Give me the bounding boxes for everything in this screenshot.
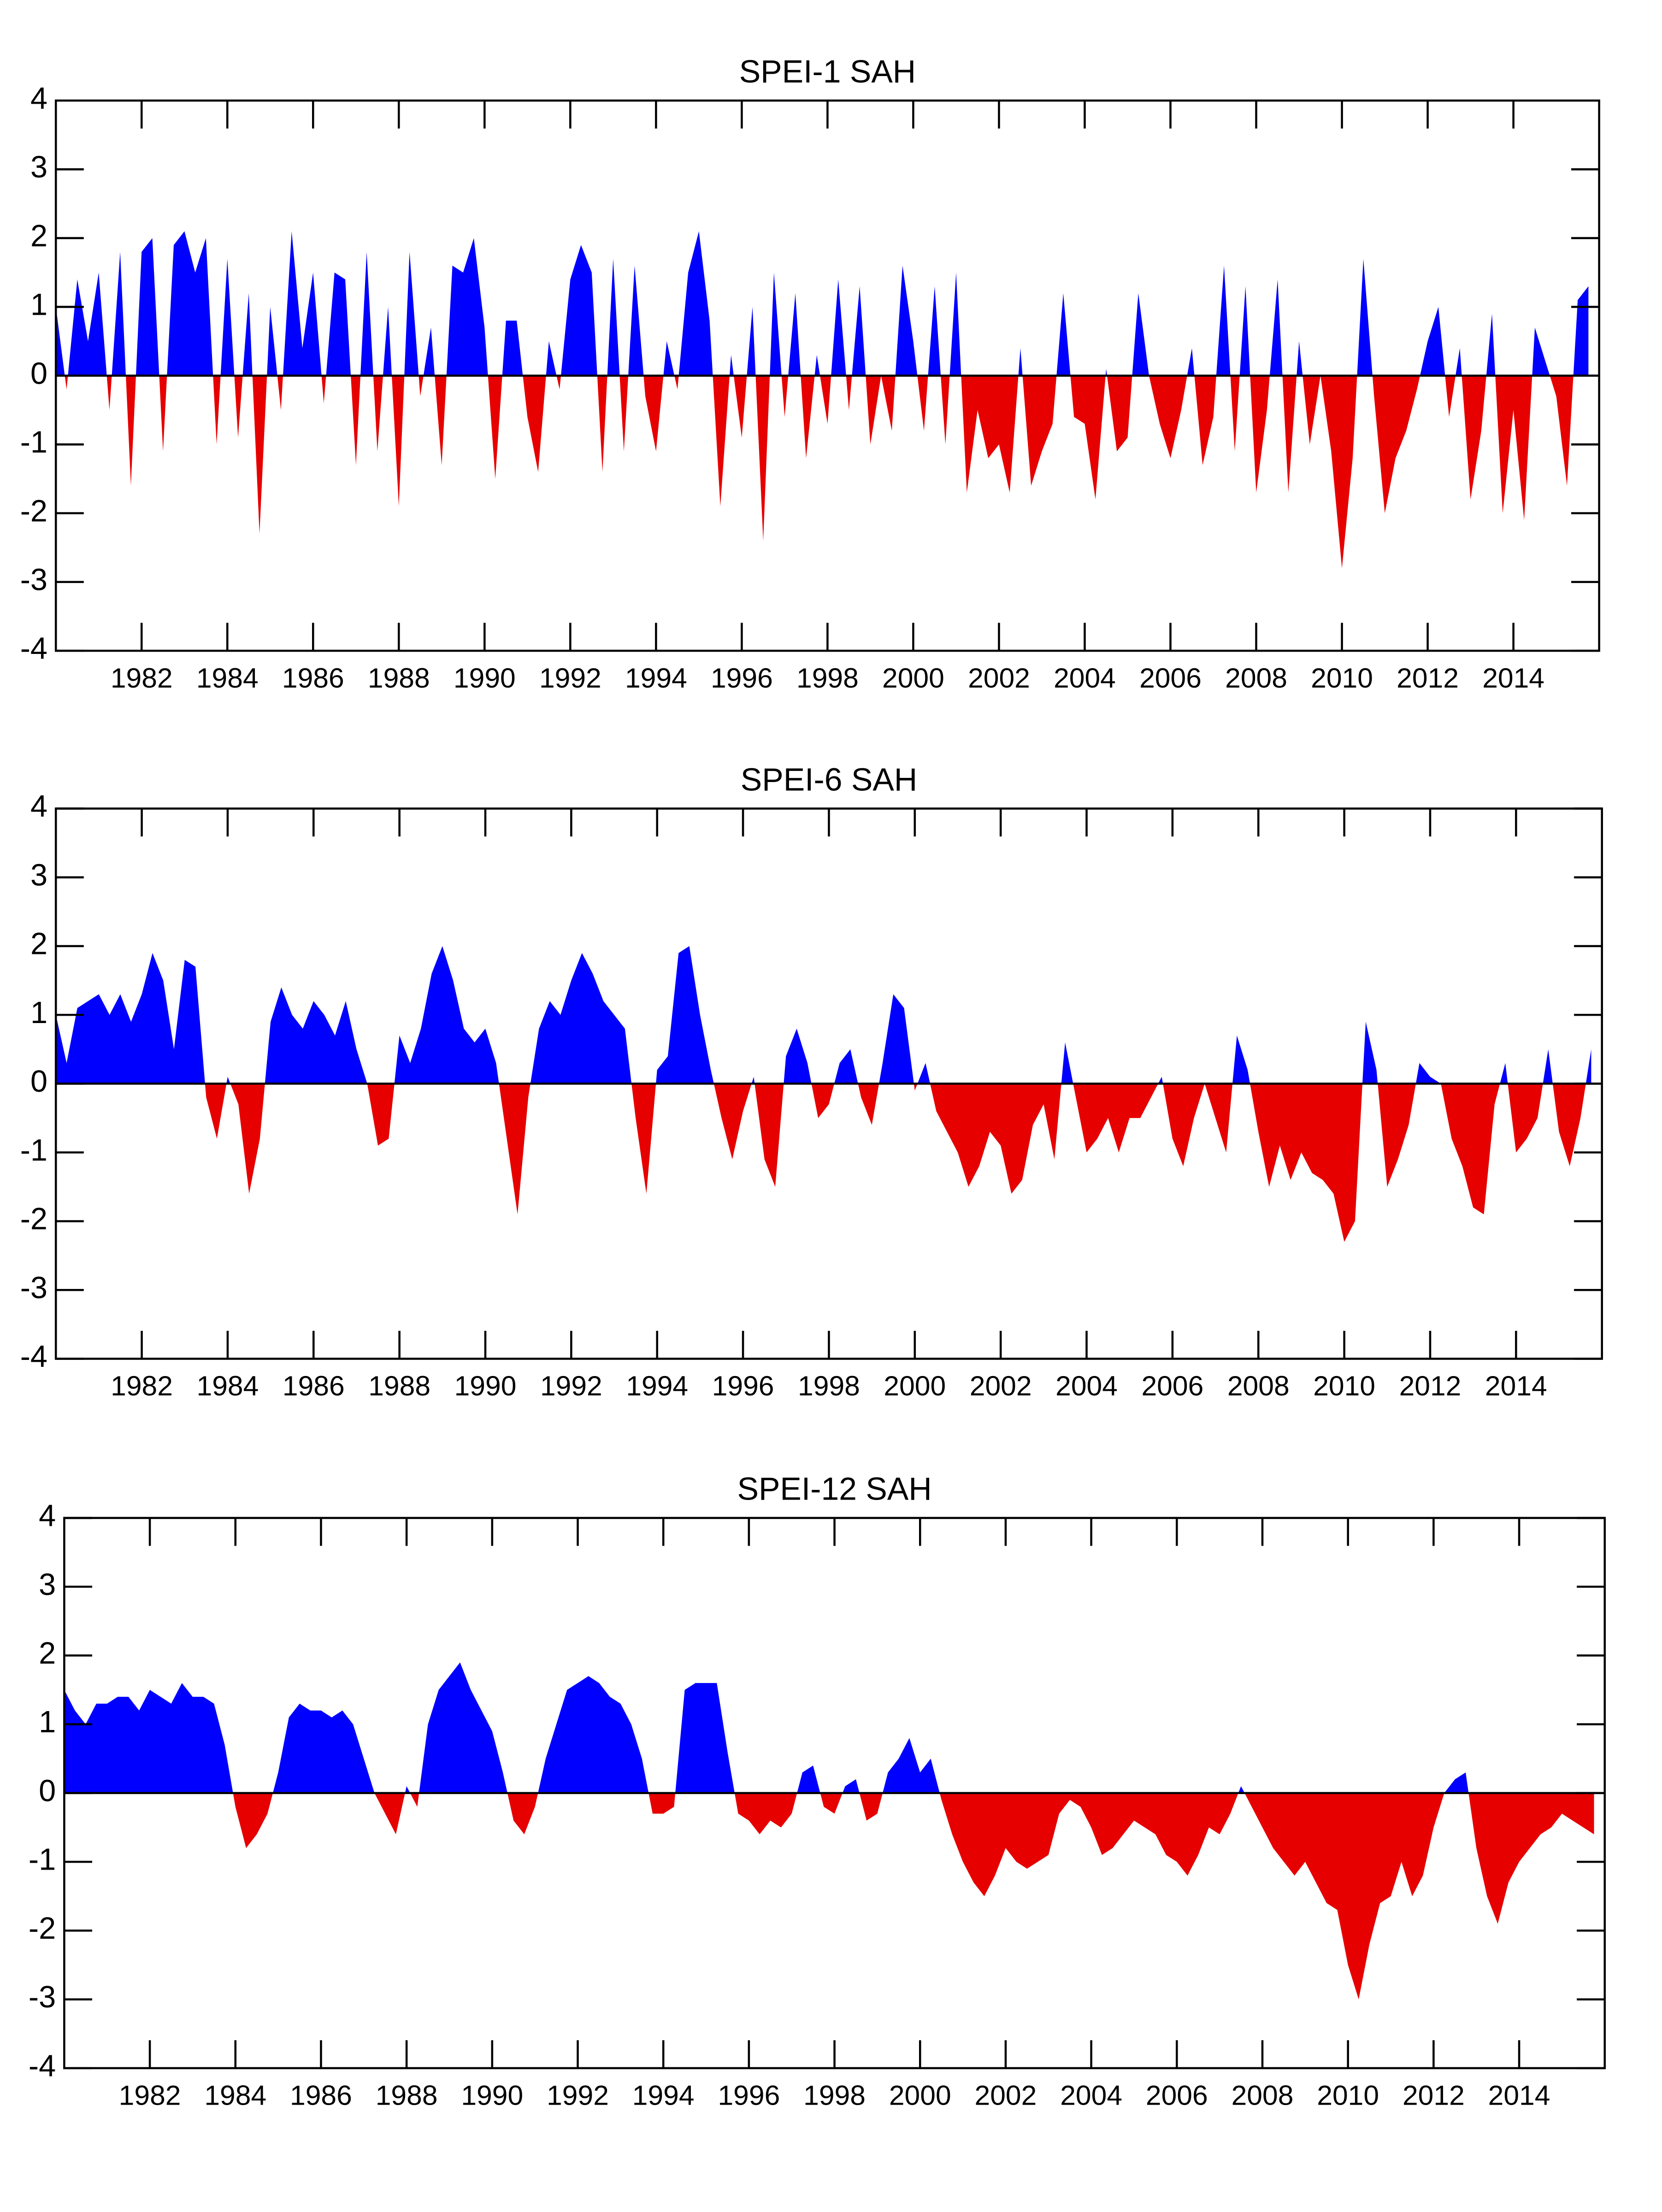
chart-title: SPEI-12 SAH xyxy=(737,1471,931,1507)
x-tick-label: 2006 xyxy=(1139,662,1202,694)
x-tick-label: 2012 xyxy=(1399,1370,1462,1401)
x-tick-label: 2006 xyxy=(1146,2079,1208,2111)
x-tick-label: 2014 xyxy=(1488,2079,1550,2111)
x-tick-label: 2008 xyxy=(1232,2079,1294,2111)
x-tick-label: 2004 xyxy=(1055,1370,1118,1401)
y-tick-label: -2 xyxy=(20,1202,47,1236)
x-tick-label: 1992 xyxy=(539,662,601,694)
x-tick-label: 1986 xyxy=(290,2079,352,2111)
x-tick-label: 1984 xyxy=(204,2079,266,2111)
x-tick-label: 1990 xyxy=(461,2079,523,2111)
y-tick-label: 3 xyxy=(39,1568,56,1602)
positive-area xyxy=(56,231,1589,376)
chart-title: SPEI-1 SAH xyxy=(739,53,916,89)
x-tick-label: 1988 xyxy=(368,1370,430,1401)
x-tick-label: 1996 xyxy=(712,1370,774,1401)
x-tick-label: 1996 xyxy=(718,2079,780,2111)
positive-area xyxy=(56,946,1591,1084)
x-tick-label: 1988 xyxy=(368,662,430,694)
x-tick-label: 2010 xyxy=(1317,2079,1379,2111)
y-tick-label: 0 xyxy=(39,1774,56,1808)
y-tick-label: -4 xyxy=(29,2049,56,2083)
x-tick-label: 1994 xyxy=(625,662,687,694)
y-tick-label: 1 xyxy=(39,1705,56,1739)
y-tick-label: 2 xyxy=(39,1636,56,1671)
x-tick-label: 1998 xyxy=(803,2079,866,2111)
negative-area xyxy=(56,376,1589,569)
x-tick-label: 1984 xyxy=(196,662,259,694)
y-tick-label: 2 xyxy=(30,219,47,253)
x-tick-label: 2000 xyxy=(889,2079,951,2111)
y-tick-label: 0 xyxy=(30,357,47,391)
x-tick-label: 1982 xyxy=(111,1370,173,1401)
y-tick-label: 0 xyxy=(30,1065,47,1099)
x-tick-label: 1990 xyxy=(454,1370,517,1401)
x-tick-label: 1996 xyxy=(711,662,773,694)
x-tick-label: 2004 xyxy=(1060,2079,1122,2111)
y-tick-label: 3 xyxy=(30,150,47,184)
x-tick-label: 1998 xyxy=(798,1370,860,1401)
x-tick-label: 1986 xyxy=(283,1370,345,1401)
x-tick-label: 2014 xyxy=(1485,1370,1547,1401)
chart-title: SPEI-6 SAH xyxy=(741,761,917,797)
y-tick-label: -3 xyxy=(20,563,47,597)
y-tick-label: 4 xyxy=(39,1499,56,1533)
x-tick-label: 1992 xyxy=(547,2079,609,2111)
x-tick-label: 2002 xyxy=(968,662,1030,694)
x-tick-label: 1994 xyxy=(632,2079,695,2111)
x-tick-label: 2002 xyxy=(970,1370,1032,1401)
x-tick-label: 2008 xyxy=(1225,662,1287,694)
y-tick-label: 1 xyxy=(30,996,47,1030)
x-tick-label: 2008 xyxy=(1227,1370,1290,1401)
x-tick-label: 2002 xyxy=(975,2079,1037,2111)
y-tick-label: 4 xyxy=(30,789,47,824)
x-tick-label: 1984 xyxy=(197,1370,259,1401)
positive-area xyxy=(64,1662,1594,1793)
y-tick-label: -2 xyxy=(20,494,47,528)
y-tick-label: 3 xyxy=(30,858,47,892)
y-tick-label: -1 xyxy=(29,1843,56,1877)
x-tick-label: 1982 xyxy=(119,2079,181,2111)
x-tick-label: 2012 xyxy=(1403,2079,1465,2111)
x-tick-label: 1990 xyxy=(454,662,516,694)
negative-area xyxy=(56,1083,1591,1242)
x-tick-label: 2004 xyxy=(1054,662,1116,694)
x-tick-label: 2010 xyxy=(1313,1370,1375,1401)
y-tick-label: 2 xyxy=(30,927,47,961)
x-tick-label: 1994 xyxy=(626,1370,688,1401)
x-tick-label: 1982 xyxy=(111,662,173,694)
y-tick-label: -2 xyxy=(29,1912,56,1946)
x-tick-label: 1986 xyxy=(282,662,344,694)
x-tick-label: 2000 xyxy=(882,662,944,694)
y-tick-label: -3 xyxy=(20,1271,47,1305)
x-tick-label: 2014 xyxy=(1482,662,1544,694)
y-tick-label: 4 xyxy=(30,82,47,116)
y-tick-label: -1 xyxy=(20,425,47,459)
x-tick-label: 1998 xyxy=(796,662,859,694)
y-tick-label: -1 xyxy=(20,1133,47,1167)
x-tick-label: 2012 xyxy=(1397,662,1459,694)
x-tick-label: 2000 xyxy=(884,1370,946,1401)
x-tick-label: 2006 xyxy=(1141,1370,1203,1401)
y-tick-label: -3 xyxy=(29,1980,56,2014)
y-tick-label: -4 xyxy=(20,632,47,666)
y-tick-label: -4 xyxy=(20,1340,47,1374)
x-tick-label: 1992 xyxy=(540,1370,602,1401)
y-tick-label: 1 xyxy=(30,288,47,322)
x-tick-label: 2010 xyxy=(1311,662,1373,694)
x-tick-label: 1988 xyxy=(376,2079,438,2111)
